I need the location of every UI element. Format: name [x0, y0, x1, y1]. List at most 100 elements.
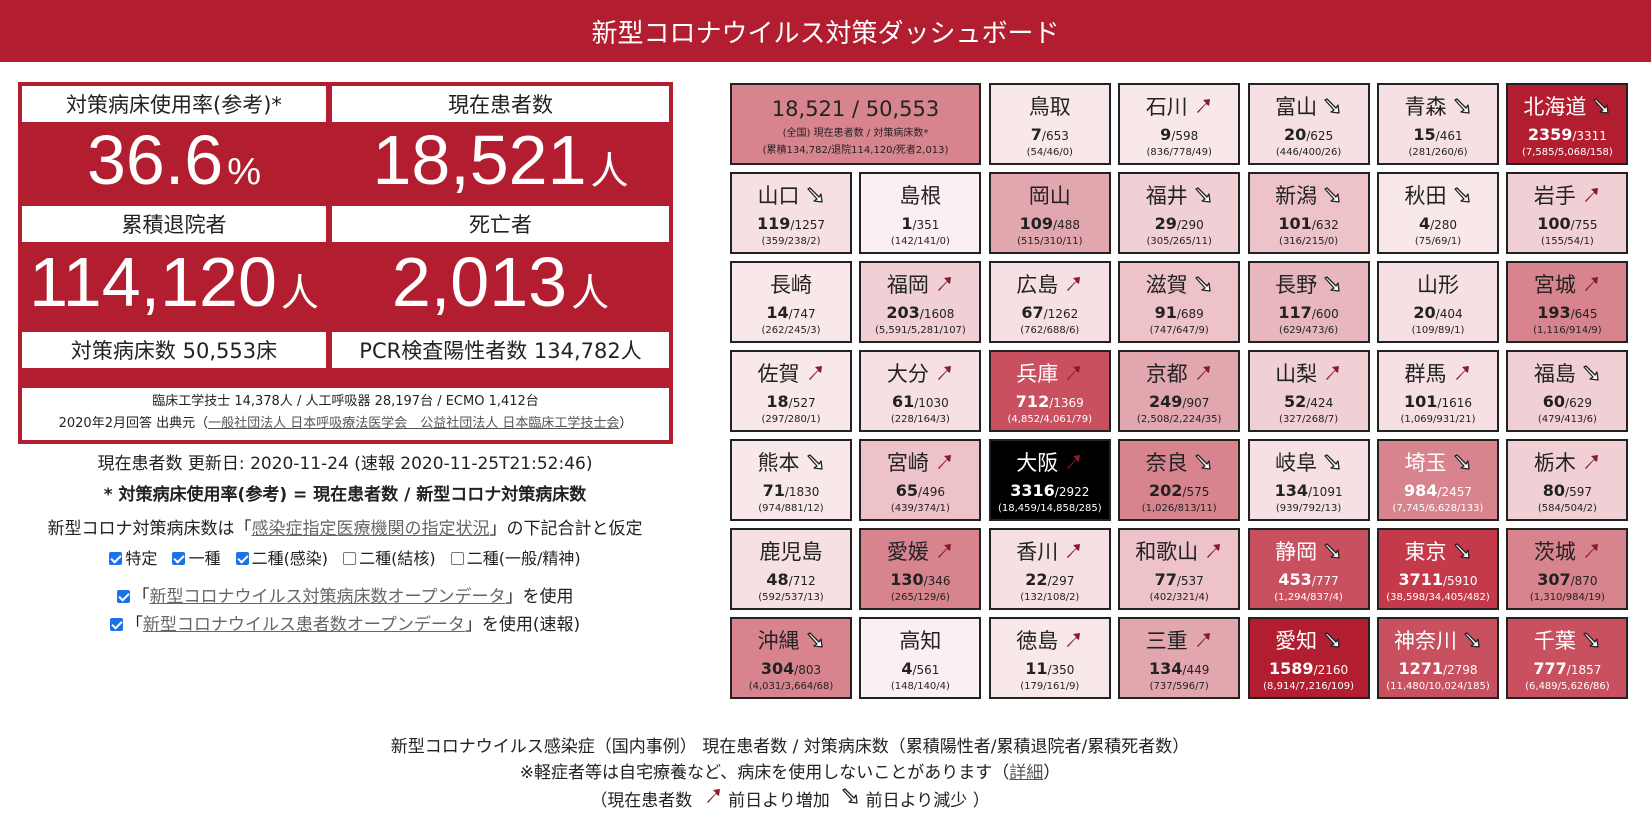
prefecture-cell[interactable]: 福岡 203/1608 (5,591/5,281/107): [859, 261, 982, 343]
bed-count: 2160: [1317, 663, 1349, 677]
open-data-patients-link[interactable]: 新型コロナウイルス患者数オープンデータ: [142, 615, 465, 635]
prefecture-name: 宮城: [1508, 269, 1626, 299]
prefecture-cell[interactable]: 広島 67/1262 (762/688/6): [988, 261, 1111, 343]
source-link[interactable]: 一般社団法人 日本呼吸療法医学会 公益社団法人 日本臨床工学技士会: [208, 416, 620, 431]
checkbox-isshu[interactable]: 一種: [172, 549, 220, 568]
prefecture-name-text: 鳥取: [1028, 95, 1071, 119]
current-patients: 202: [1149, 481, 1183, 500]
checkbox-icon[interactable]: [116, 590, 130, 603]
prefecture-cell[interactable]: 佐賀 18/527 (297/280/1): [730, 350, 852, 432]
national-summary-value: 18,521 / 50,553: [771, 97, 940, 121]
bed-count: 755: [1574, 218, 1598, 232]
prefecture-cell[interactable]: 熊本 71/1830 (974/881/12): [730, 439, 852, 521]
prefecture-cell[interactable]: 栃木 80/597 (584/504/2): [1506, 439, 1629, 521]
prefecture-counts: 101/1616: [1379, 392, 1497, 411]
prefecture-cell[interactable]: 香川 22/297 (132/108/2): [988, 528, 1111, 610]
prefecture-name: 福島: [1508, 358, 1626, 388]
prefecture-cell[interactable]: 鹿児島 48/712 (592/537/13): [730, 528, 852, 610]
prefecture-cell[interactable]: 岩手 100/755 (155/54/1): [1506, 172, 1629, 254]
assume-link[interactable]: 感染症指定医療機関の指定状況: [251, 519, 490, 539]
prefecture-name: 石川: [1120, 91, 1238, 121]
trend-down-icon: [1583, 365, 1599, 381]
prefecture-cell[interactable]: 静岡 453/777 (1,294/837/4): [1247, 528, 1370, 610]
prefecture-cell[interactable]: 鳥取 7/653 (54/46/0): [988, 83, 1111, 165]
open-data-beds-link[interactable]: 新型コロナウイルス対策病床数オープンデータ: [149, 587, 506, 607]
prefecture-cell[interactable]: 愛媛 130/346 (265/129/6): [859, 528, 982, 610]
prefecture-cell[interactable]: 長崎 14/747 (262/245/3): [730, 261, 852, 343]
checkbox-icon[interactable]: [109, 552, 123, 565]
prefecture-cell[interactable]: 兵庫 712/1369 (4,852/4,061/79): [988, 350, 1111, 432]
checkbox-icon[interactable]: [450, 552, 464, 565]
prefecture-cell[interactable]: 沖縄 304/803 (4,031/3,664/68): [730, 617, 852, 699]
checkbox-nishu-ippan[interactable]: 二種(一般/精神): [450, 549, 581, 568]
prefecture-name-text: 高知: [899, 629, 942, 653]
prefecture-name: 秋田: [1379, 180, 1497, 210]
prefecture-cell[interactable]: 奈良 202/575 (1,026/813/11): [1118, 439, 1241, 521]
checkbox-icon[interactable]: [109, 618, 123, 631]
prefecture-cell[interactable]: 新潟 101/632 (316/215/0): [1247, 172, 1370, 254]
prefecture-cell[interactable]: 千葉 777/1857 (6,489/5,626/86): [1506, 617, 1629, 699]
prefecture-name: 岩手: [1508, 180, 1626, 210]
bed-count: 527: [792, 396, 816, 410]
prefecture-cell[interactable]: 茨城 307/870 (1,310/984/19): [1506, 528, 1629, 610]
checkbox-nishu-kansen[interactable]: 二種(感染): [235, 549, 328, 568]
checkbox-tokutei[interactable]: 特定: [109, 549, 157, 568]
cumulative-counts: (1,310/984/19): [1529, 592, 1605, 603]
prefecture-cell[interactable]: 神奈川 1271/2798 (11,480/10,024/185): [1377, 617, 1499, 699]
prefecture-cell[interactable]: 岐阜 134/1091 (939/792/13): [1247, 439, 1370, 521]
prefecture-cell[interactable]: 和歌山 77/537 (402/321/4): [1118, 528, 1241, 610]
prefecture-cell[interactable]: 福井 29/290 (305/265/11): [1118, 172, 1241, 254]
separator: /: [788, 574, 793, 588]
prefecture-cell[interactable]: 石川 9/598 (836/778/49): [1118, 83, 1241, 165]
prefecture-cell[interactable]: 島根 1/351 (142/141/0): [859, 172, 982, 254]
prefecture-name: 大阪: [991, 447, 1109, 477]
prefecture-cell[interactable]: 長野 117/600 (629/473/6): [1247, 261, 1370, 343]
trend-up-icon: [1326, 366, 1340, 380]
prefecture-counts: 29/290: [1120, 214, 1238, 233]
prefecture-cell[interactable]: 青森 15/461 (281/260/6): [1377, 83, 1499, 165]
prefecture-cell[interactable]: 宮城 193/645 (1,116/914/9): [1506, 261, 1629, 343]
prefecture-name: 青森: [1379, 91, 1497, 121]
current-patients: 307: [1537, 570, 1571, 589]
prefecture-cell[interactable]: 宮崎 65/496 (439/374/1): [859, 439, 982, 521]
prefecture-cell[interactable]: 福島 60/629 (479/413/6): [1506, 350, 1629, 432]
checkbox-icon[interactable]: [343, 552, 357, 565]
checkbox-icon[interactable]: [172, 552, 186, 565]
bed-count: 2798: [1447, 663, 1478, 677]
prefecture-counts: 117/600: [1250, 303, 1368, 322]
open-data-beds[interactable]: 「新型コロナウイルス対策病床数オープンデータ」を使用: [0, 582, 690, 607]
prefecture-counts: 4/280: [1379, 214, 1497, 233]
trend-down-icon: [1453, 543, 1470, 559]
prefecture-cell[interactable]: 高知 4/561 (148/140/4): [859, 617, 982, 699]
checkbox-nishu-kekkaku[interactable]: 二種(結核): [343, 549, 436, 568]
prefecture-cell[interactable]: 愛知 1589/2160 (8,914/7,216/109): [1247, 617, 1370, 699]
prefecture-counts: 984/2457: [1379, 481, 1497, 500]
separator: /: [1047, 663, 1052, 677]
prefecture-name: 滋賀: [1120, 269, 1238, 299]
prefecture-cell[interactable]: 山口 119/1257 (359/238/2): [730, 172, 852, 254]
prefecture-cell[interactable]: 山形 20/404 (109/89/1): [1377, 261, 1499, 343]
prefecture-cell[interactable]: 大分 61/1030 (228/164/3): [859, 350, 982, 432]
current-patients: 304: [760, 659, 795, 678]
equipment-box: 臨床工学技士 14,378人 / 人工呼吸器 28,197台 / ECMO 1,…: [22, 388, 669, 440]
prefecture-cell[interactable]: 埼玉 984/2457 (7,745/6,628/133): [1377, 439, 1499, 521]
cumulative-counts: (228/164/3): [890, 414, 950, 425]
prefecture-cell[interactable]: 大阪 3316/2922 (18,459/14,858/285): [988, 439, 1111, 521]
prefecture-cell[interactable]: 徳島 11/350 (179/161/9): [988, 617, 1111, 699]
prefecture-cell[interactable]: 岡山 109/488 (515/310/11): [988, 172, 1111, 254]
prefecture-name-text: 三重: [1145, 629, 1188, 653]
details-link[interactable]: 詳細: [1009, 763, 1044, 783]
prefecture-cell[interactable]: 富山 20/625 (446/400/26): [1247, 83, 1370, 165]
prefecture-cell[interactable]: 三重 134/449 (737/596/7): [1118, 617, 1241, 699]
prefecture-cell[interactable]: 北海道 2359/3311 (7,585/5,068/158): [1506, 83, 1629, 165]
prefecture-cell[interactable]: 群馬 101/1616 (1,069/931/21): [1377, 350, 1499, 432]
checkbox-icon[interactable]: [235, 552, 249, 565]
prefecture-cell[interactable]: 滋賀 91/689 (747/647/9): [1118, 261, 1241, 343]
open-data-patients[interactable]: 「新型コロナウイルス患者数オープンデータ」を使用(速報): [0, 610, 690, 635]
stats-panel: 対策病床使用率(参考)* 現在患者数 36.6% 18,521 人 累積退院者 死…: [18, 82, 673, 444]
prefecture-cell[interactable]: 東京 3711/5910 (38,598/34,405/482): [1377, 528, 1499, 610]
prefecture-cell[interactable]: 山梨 52/424 (327/268/7): [1247, 350, 1370, 432]
prefecture-cell[interactable]: 秋田 4/280 (75/69/1): [1377, 172, 1499, 254]
prefecture-cell[interactable]: 京都 249/907 (2,508/2,224/35): [1118, 350, 1241, 432]
bed-count: 575: [1186, 485, 1210, 499]
